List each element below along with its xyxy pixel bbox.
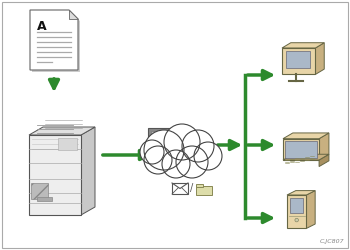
FancyBboxPatch shape xyxy=(31,183,48,199)
Polygon shape xyxy=(283,139,319,160)
Polygon shape xyxy=(29,127,95,135)
FancyBboxPatch shape xyxy=(196,186,212,195)
FancyBboxPatch shape xyxy=(172,183,188,194)
Polygon shape xyxy=(290,198,303,213)
Circle shape xyxy=(144,146,172,174)
Circle shape xyxy=(182,130,214,162)
Circle shape xyxy=(295,218,299,222)
Polygon shape xyxy=(315,43,324,74)
Polygon shape xyxy=(32,12,80,72)
Polygon shape xyxy=(282,43,324,48)
Polygon shape xyxy=(287,195,306,228)
Polygon shape xyxy=(287,190,315,195)
Circle shape xyxy=(144,130,184,170)
FancyBboxPatch shape xyxy=(37,198,52,202)
Polygon shape xyxy=(69,10,78,19)
Polygon shape xyxy=(283,133,329,139)
Circle shape xyxy=(140,140,164,164)
Circle shape xyxy=(164,124,200,160)
Polygon shape xyxy=(319,154,329,166)
Text: C.JC807: C.JC807 xyxy=(319,239,344,244)
Polygon shape xyxy=(306,190,315,228)
Polygon shape xyxy=(30,10,78,70)
Circle shape xyxy=(182,136,186,140)
FancyBboxPatch shape xyxy=(151,131,175,147)
FancyBboxPatch shape xyxy=(58,138,77,150)
Polygon shape xyxy=(286,51,310,68)
Circle shape xyxy=(176,146,208,178)
Polygon shape xyxy=(283,154,329,160)
Polygon shape xyxy=(282,48,315,74)
FancyBboxPatch shape xyxy=(148,128,178,152)
Polygon shape xyxy=(319,133,329,160)
Polygon shape xyxy=(29,135,81,215)
Circle shape xyxy=(194,142,222,170)
Text: A: A xyxy=(37,20,47,33)
FancyBboxPatch shape xyxy=(196,184,203,187)
Circle shape xyxy=(162,150,190,178)
Text: /: / xyxy=(190,183,193,193)
Polygon shape xyxy=(286,141,317,158)
Polygon shape xyxy=(81,127,95,215)
FancyBboxPatch shape xyxy=(180,134,188,152)
